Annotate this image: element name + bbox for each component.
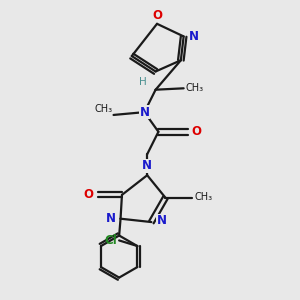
Text: O: O (192, 125, 202, 138)
Text: H: H (140, 77, 147, 87)
Text: O: O (152, 9, 162, 22)
Text: CH₃: CH₃ (194, 192, 212, 202)
Text: N: N (142, 159, 152, 172)
Text: N: N (140, 106, 149, 118)
Text: N: N (189, 30, 199, 43)
Text: CH₃: CH₃ (186, 83, 204, 93)
Text: Cl: Cl (104, 234, 117, 247)
Text: N: N (156, 214, 167, 227)
Text: CH₃: CH₃ (94, 103, 112, 113)
Text: N: N (106, 212, 116, 225)
Text: O: O (83, 188, 93, 201)
